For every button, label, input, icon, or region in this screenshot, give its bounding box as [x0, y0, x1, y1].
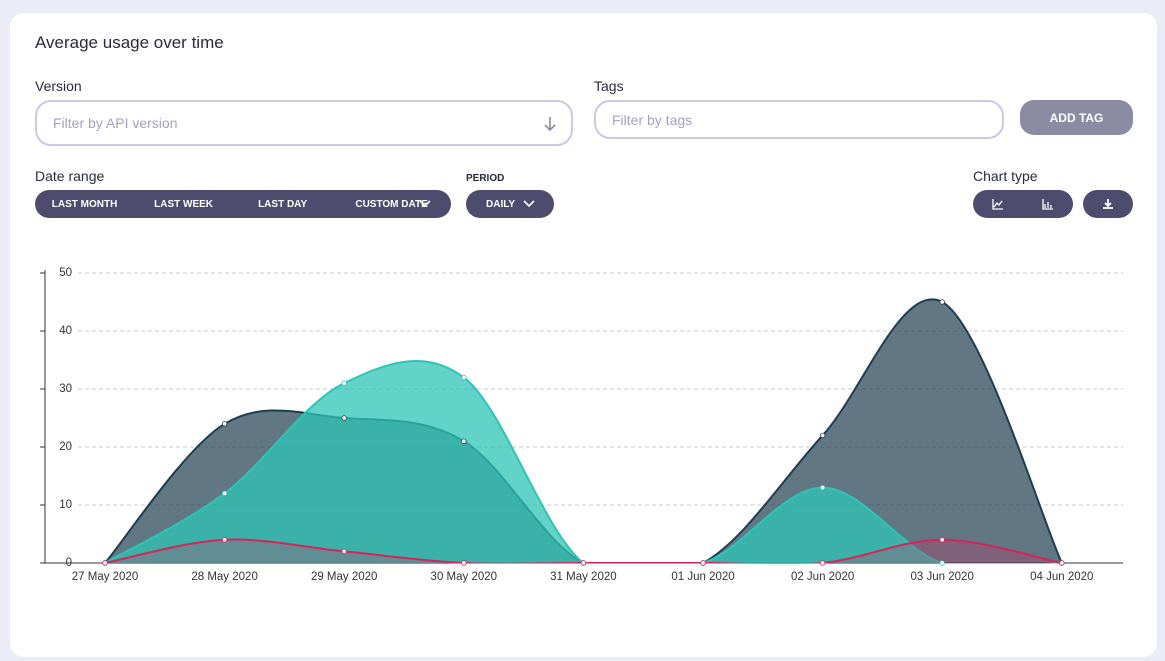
x-tick-label: 04 Jun 2020	[1030, 571, 1093, 583]
add-tag-button[interactable]: ADD TAG	[1020, 100, 1133, 135]
point	[819, 560, 826, 566]
point	[700, 560, 706, 566]
chevron-icon	[419, 200, 431, 208]
point	[819, 432, 826, 439]
point	[580, 560, 587, 566]
chart-type-label: Chart type	[973, 168, 1038, 184]
point	[102, 560, 108, 566]
point	[939, 537, 945, 543]
x-tick-label: 31 May 2020	[550, 571, 617, 583]
line-chart-button[interactable]	[973, 190, 1023, 218]
area	[105, 360, 1062, 564]
y-tick-label: 20	[59, 441, 72, 453]
arrow-icon	[544, 117, 556, 132]
period-value: DAILY	[486, 198, 516, 210]
y-tick-label: 10	[59, 499, 72, 511]
point	[221, 537, 228, 543]
tags-input[interactable]: Filter by tags	[594, 100, 1004, 139]
point	[461, 560, 467, 566]
tags-placeholder: Filter by tags	[612, 111, 693, 128]
y-tick-label: 30	[59, 383, 72, 395]
download-icon	[1103, 199, 1113, 209]
point	[1059, 560, 1065, 566]
point	[939, 299, 945, 305]
chart-type-group	[973, 190, 1073, 218]
version-placeholder: Filter by API version	[53, 115, 178, 131]
x-tick-label: 01 Jun 2020	[671, 571, 734, 583]
date-option[interactable]: LAST DAY	[258, 198, 308, 210]
x-tick-label: 27 May 2020	[72, 571, 139, 583]
line	[104, 359, 1062, 564]
point	[939, 560, 945, 566]
y-tick-label: 50	[59, 267, 72, 279]
date-option[interactable]: LAST WEEK	[154, 198, 214, 210]
date-range-label: Date range	[35, 168, 105, 184]
point	[461, 374, 467, 381]
point	[341, 415, 347, 421]
date-range-group: LAST MONTH LAST WEEK LAST DAY CUSTOM DAT…	[35, 190, 451, 218]
point	[819, 484, 826, 491]
area-chart-button[interactable]	[1023, 190, 1073, 218]
version-label: Version	[35, 78, 82, 94]
y-tick-label: 40	[59, 325, 72, 337]
point	[341, 380, 347, 386]
plot	[104, 298, 1063, 564]
point	[221, 421, 228, 427]
area	[105, 539, 1062, 564]
x-tick-label: 28 May 2020	[191, 571, 258, 583]
download-button[interactable]	[1083, 190, 1133, 218]
point	[221, 490, 228, 497]
period-select[interactable]: DAILY	[466, 190, 554, 218]
card-title: Average usage over time	[35, 33, 224, 52]
date-option[interactable]: LAST MONTH	[51, 198, 118, 210]
chevron-icon	[523, 200, 535, 208]
point	[461, 438, 467, 444]
x-tick-label: 30 May 2020	[431, 571, 498, 583]
date-option[interactable]: CUSTOM DATE	[355, 198, 428, 210]
tags-label: Tags	[594, 78, 624, 94]
point	[341, 548, 347, 555]
x-tick-label: 29 May 2020	[311, 571, 378, 583]
version-input[interactable]: Filter by API version	[35, 100, 573, 146]
x-tick-label: 02 Jun 2020	[791, 571, 854, 583]
x-tick-label: 03 Jun 2020	[911, 571, 974, 583]
period-label: PERIOD	[466, 173, 505, 184]
